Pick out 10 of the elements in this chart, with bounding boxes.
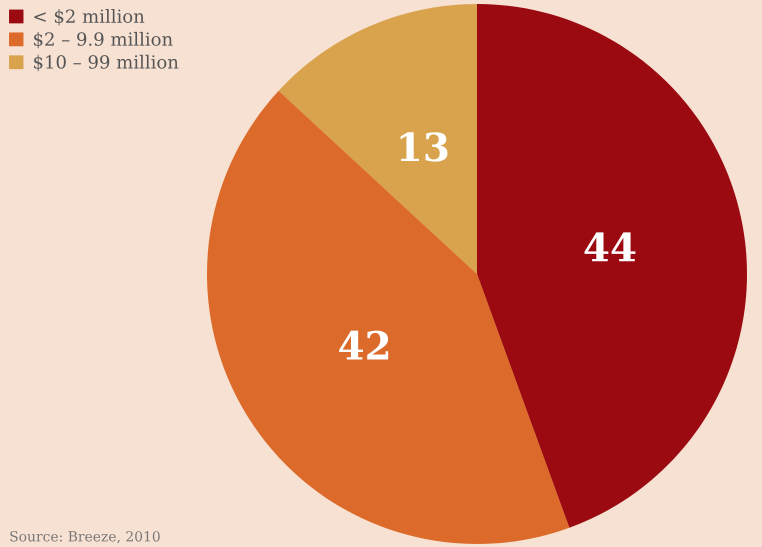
legend-label: $10 – 99 million — [34, 54, 178, 72]
pie-slice — [207, 90, 570, 544]
pie-slice — [477, 4, 747, 528]
data-label: 42 — [339, 330, 388, 360]
data-label: 13 — [400, 132, 448, 162]
legend-label: $2 – 9.9 million — [34, 32, 173, 48]
source-note: Source: Breeze, 2010 — [10, 531, 160, 544]
data-label: 44 — [584, 232, 636, 262]
pie-slice — [278, 4, 477, 274]
legend-label: < $2 million — [34, 9, 144, 26]
